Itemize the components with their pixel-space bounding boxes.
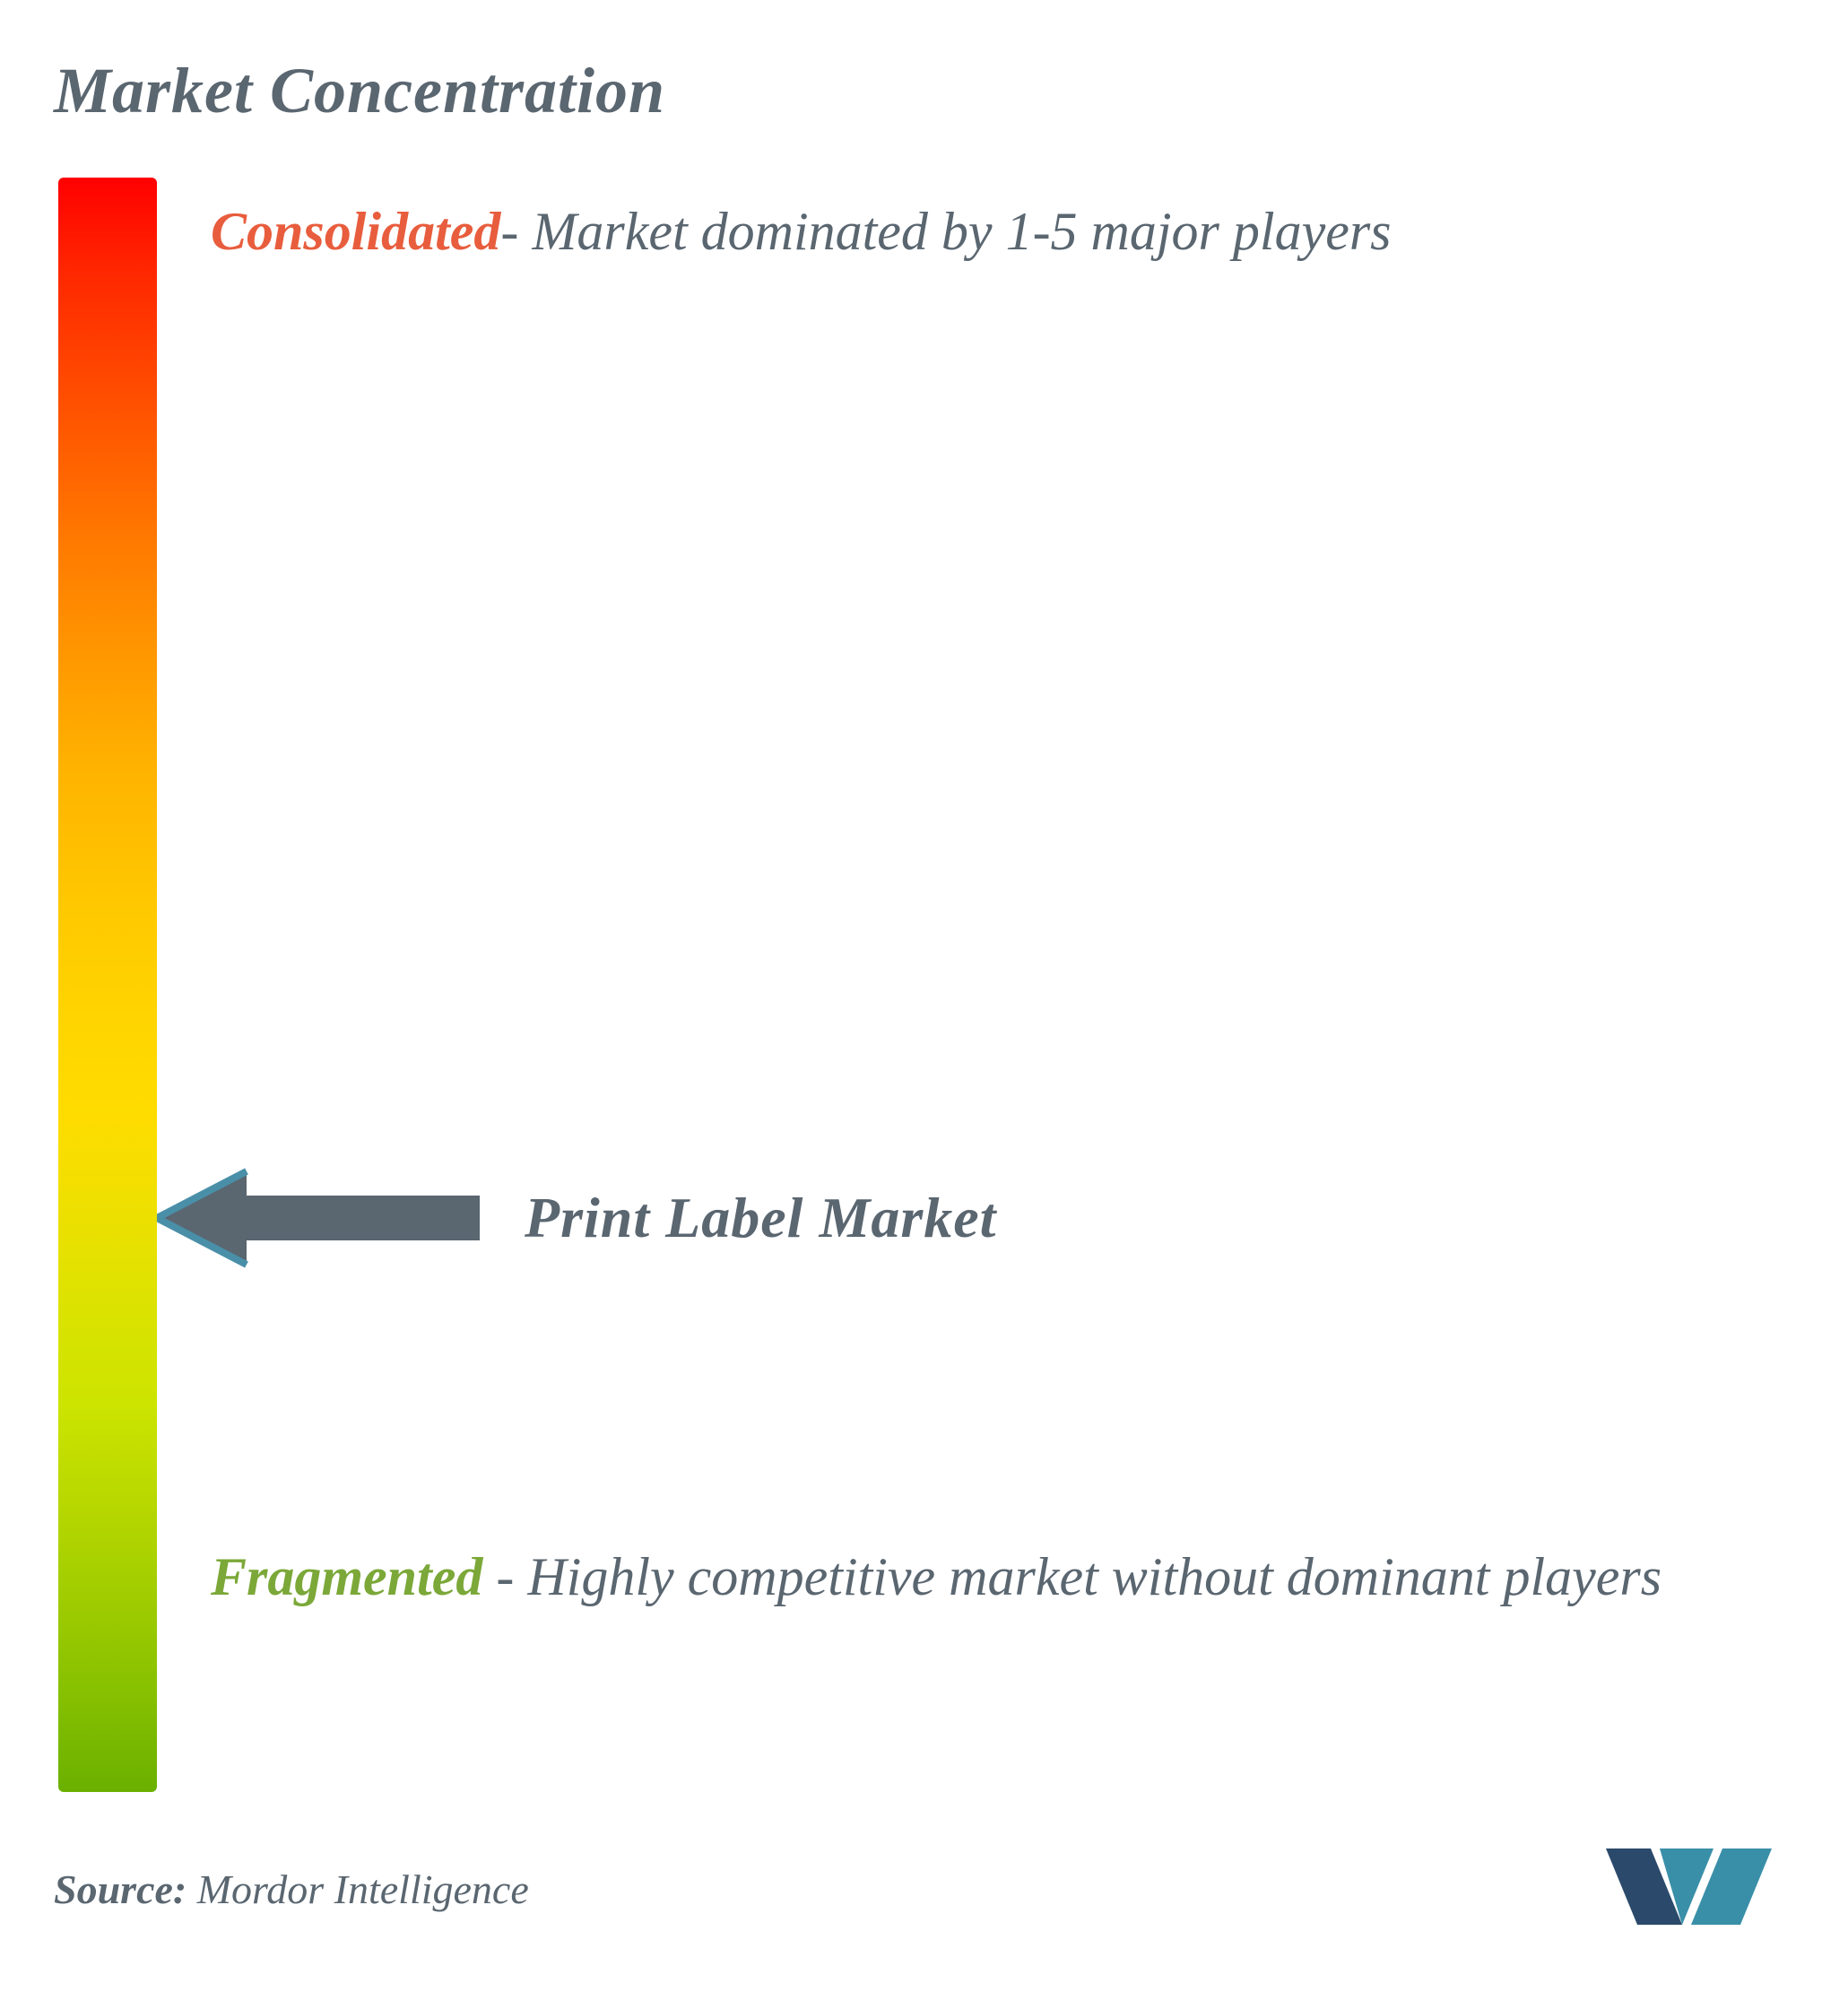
mordor-logo-icon — [1597, 1840, 1776, 1938]
source-citation: Source: Mordor Intelligence — [54, 1866, 529, 1913]
consolidated-block: Consolidated- Market dominated by 1-5 ma… — [211, 182, 1749, 282]
fragmented-label: Fragmented — [211, 1547, 482, 1606]
arrow-left-icon — [157, 1164, 480, 1272]
market-pointer: Print Label Market — [157, 1164, 996, 1272]
source-label: Source: — [54, 1866, 187, 1912]
text-area: Consolidated- Market dominated by 1-5 ma… — [211, 178, 1803, 1837]
concentration-gradient-bar — [58, 178, 157, 1792]
consolidated-description: - Market dominated by 1-5 major players — [500, 202, 1391, 261]
source-text: Mordor Intelligence — [187, 1866, 529, 1912]
fragmented-block: Fragmented - Highly competitive market w… — [211, 1527, 1749, 1627]
main-content: Consolidated- Market dominated by 1-5 ma… — [45, 178, 1803, 1837]
market-label: Print Label Market — [525, 1185, 996, 1251]
fragmented-description: - Highly competitive market without domi… — [482, 1547, 1661, 1606]
page-title: Market Concentration — [54, 54, 1803, 128]
consolidated-label: Consolidated — [211, 202, 500, 261]
footer: Source: Mordor Intelligence — [54, 1840, 1794, 1938]
